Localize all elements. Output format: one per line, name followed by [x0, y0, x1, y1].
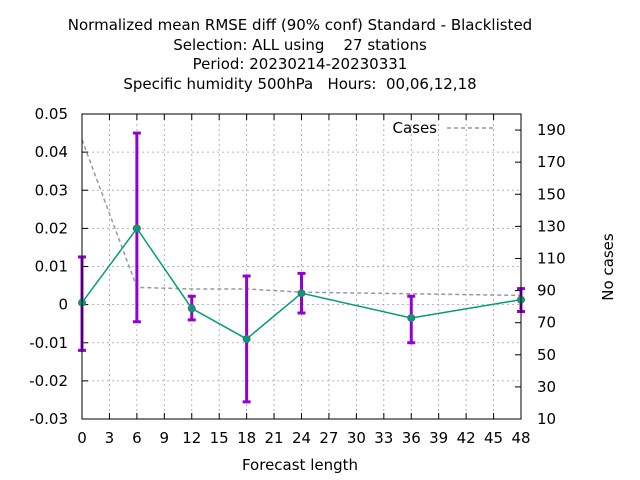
x-tick-label: 18 — [237, 429, 256, 447]
x-tick-label: 48 — [511, 429, 530, 447]
data-point — [187, 304, 196, 313]
legend: Cases — [392, 119, 495, 137]
y-tick-label: -0.02 — [29, 372, 68, 390]
chart-title: Normalized mean RMSE diff (90% conf) Sta… — [0, 16, 600, 94]
x-tick-label: 12 — [182, 429, 201, 447]
y-tick-label: -0.03 — [29, 410, 68, 428]
y2-tick-label: 170 — [537, 153, 566, 171]
y2-tick-label: 50 — [537, 346, 556, 364]
data-point — [242, 334, 251, 343]
y-tick-label: 0.02 — [35, 219, 68, 237]
y2-tick-label: 150 — [537, 185, 566, 203]
data-point — [297, 289, 306, 298]
y2-tick-label: 190 — [537, 121, 566, 139]
y2-tick-label: 90 — [537, 282, 556, 300]
y2-tick-label: 10 — [537, 410, 556, 428]
y-tick-label: 0.01 — [35, 258, 68, 276]
x-tick-label: 24 — [292, 429, 311, 447]
x-tick-label: 30 — [347, 429, 366, 447]
y-tick-label: -0.01 — [29, 334, 68, 352]
x-tick-label: 3 — [105, 429, 115, 447]
y-tick-label: 0.03 — [35, 181, 68, 199]
x-tick-label: 45 — [484, 429, 503, 447]
x-tick-label: 21 — [265, 429, 284, 447]
x-tick-label: 6 — [132, 429, 142, 447]
y2-tick-label: 70 — [537, 314, 556, 332]
y-tick-label: 0 — [58, 296, 68, 314]
x-tick-label: 9 — [160, 429, 170, 447]
title-line-3: Period: 20230214-20230331 — [192, 55, 408, 73]
x-tick-label: 33 — [374, 429, 393, 447]
x-tick-label: 36 — [402, 429, 421, 447]
y2-tick-label: 30 — [537, 378, 556, 396]
title-line-1: Normalized mean RMSE diff (90% conf) Sta… — [67, 16, 533, 34]
x-tick-label: 0 — [77, 429, 87, 447]
x-tick-label: 39 — [429, 429, 448, 447]
y2-tick-label: 110 — [537, 249, 566, 267]
title-line-2: Selection: ALL using 27 stations — [173, 35, 427, 54]
x-tick-label: 42 — [457, 429, 476, 447]
grid — [82, 114, 521, 419]
data-point — [132, 224, 141, 233]
title-line-4: Specific humidity 500hPa Hours: 00,06,12… — [123, 74, 477, 93]
y2-axis-title: No cases — [599, 233, 617, 301]
data-point — [407, 313, 416, 322]
plot-frame — [81, 113, 522, 420]
legend-label-cases: Cases — [392, 119, 437, 137]
x-axis-title: Forecast length — [241, 456, 359, 474]
y-tick-label: 0.05 — [35, 105, 68, 123]
rmse-series — [78, 131, 525, 404]
y-tick-label: 0.04 — [35, 143, 68, 161]
x-tick-label: 15 — [210, 429, 229, 447]
x-tick-label: 27 — [319, 429, 338, 447]
axis-ticks: 0 3 6 9 12 15 18 21 24 27 30 33 36 39 42 45 480.050.040.… — [29, 105, 565, 447]
y2-tick-label: 130 — [537, 217, 566, 235]
